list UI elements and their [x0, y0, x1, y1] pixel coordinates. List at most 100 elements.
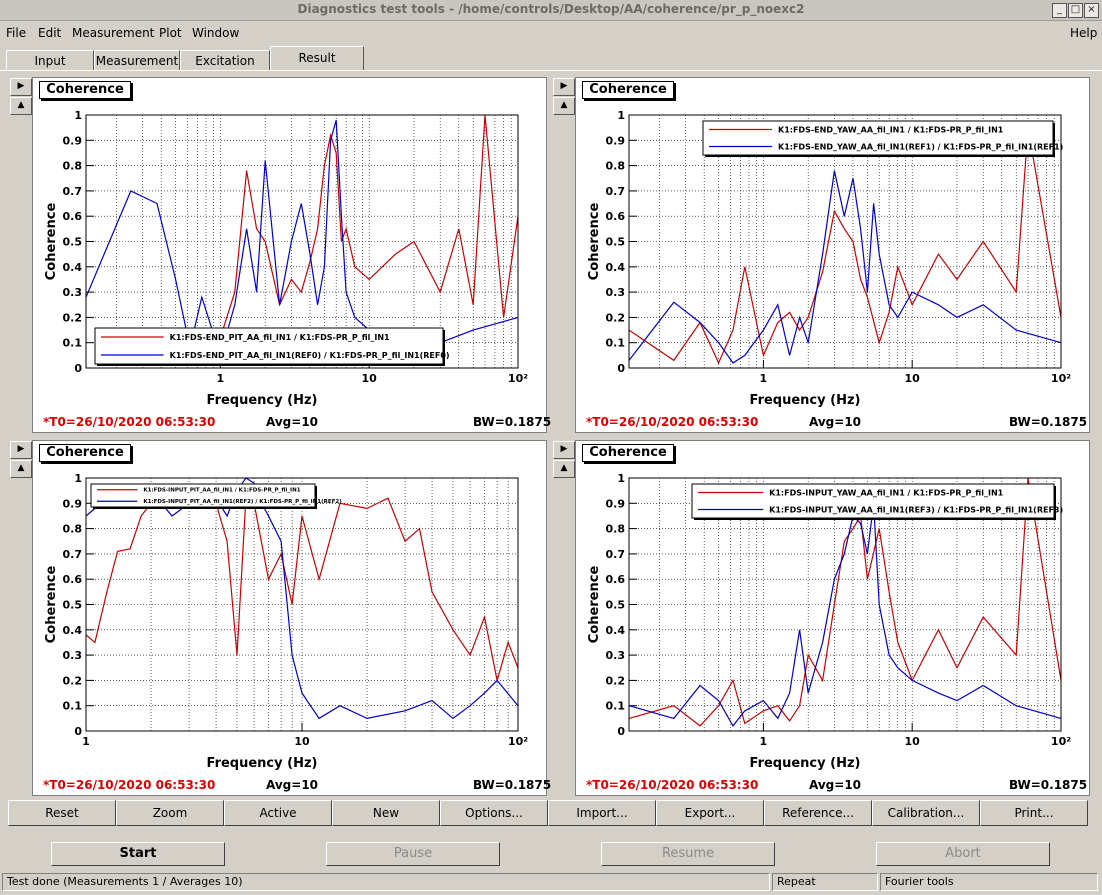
- y-tick-label: 1: [617, 109, 625, 122]
- y-tick-label: 1: [74, 109, 82, 122]
- title-bar: Diagnostics test tools - /home/controls/…: [0, 0, 1102, 21]
- y-tick-label: 0.3: [606, 649, 626, 662]
- y-tick-label: 0.3: [63, 286, 83, 299]
- x-tick-label: 10: [905, 372, 921, 385]
- legend-entry: K1:FDS-INPUT_PIT_AA_fil_IN1 / K1:FDS-PR_…: [143, 488, 300, 494]
- grid: [86, 115, 518, 368]
- tab-result[interactable]: Result: [270, 46, 364, 71]
- legend: K1:FDS-INPUT_YAW_AA_fil_IN1 / K1:FDS-PR_…: [691, 483, 1063, 520]
- legend-entry: K1:FDS-END_PIT_AA_fil_IN1 / K1:FDS-PR_P_…: [170, 333, 390, 342]
- y-axis-label: Coherence: [587, 203, 602, 281]
- new-button[interactable]: New: [332, 800, 440, 826]
- menu-edit[interactable]: Edit: [38, 26, 62, 40]
- y-tick-label: 0.8: [606, 160, 626, 173]
- x-axis-label: Frequency (Hz): [750, 756, 861, 771]
- zoom-button[interactable]: Zoom: [116, 800, 224, 826]
- start-button[interactable]: Start: [51, 842, 225, 866]
- grid: [86, 478, 518, 731]
- tab-divider: [0, 70, 1102, 71]
- y-tick-label: 0.9: [606, 497, 626, 510]
- print-button[interactable]: Print...: [980, 800, 1088, 826]
- y-tick-label: 0.5: [63, 599, 83, 612]
- y-axis-label: Coherence: [44, 203, 59, 281]
- active-button[interactable]: Active: [224, 800, 332, 826]
- panel2-right-button[interactable]: ▶: [553, 78, 575, 96]
- plot-panel-2[interactable]: 0 0.1 0.2 0.3 0.4 0.5 0.6 0.7 0.8 0.9 1 1 10 10² Frequ…: [575, 77, 1090, 433]
- plot-panel-4[interactable]: 0 0.1 0.2 0.3 0.4 0.5 0.6 0.7 0.8 0.9 1 1 10 10² Frequ…: [575, 440, 1090, 796]
- y-tick-label: 0.2: [63, 311, 83, 324]
- x-tick-label: 10: [294, 735, 310, 748]
- legend-entry: K1:FDS-END_PIT_AA_fil_IN1(REF0) / K1:FDS…: [170, 351, 450, 360]
- avg-label: Avg=10: [266, 415, 319, 429]
- y-tick-label: 0.1: [606, 700, 626, 713]
- grid: [629, 478, 1061, 731]
- panel3-up-button[interactable]: ▲: [10, 460, 32, 478]
- x-axis-label: Frequency (Hz): [207, 393, 318, 408]
- legend-entry: K1:FDS-INPUT_YAW_AA_fil_IN1(REF3) / K1:F…: [769, 505, 1063, 514]
- y-tick-label: 0.9: [63, 497, 83, 510]
- panel3-right-button[interactable]: ▶: [10, 441, 32, 459]
- bw-label: BW=0.1875: [1009, 778, 1088, 792]
- menu-measurement[interactable]: Measurement: [72, 26, 155, 40]
- legend: K1:FDS-INPUT_PIT_AA_fil_IN1 / K1:FDS-PR_…: [90, 483, 342, 509]
- reference-button[interactable]: Reference...: [764, 800, 872, 826]
- plot-panel-3[interactable]: 0 0.1 0.2 0.3 0.4 0.5 0.6 0.7 0.8 0.9 1 1 10 10² Frequ…: [32, 440, 551, 796]
- menu-help[interactable]: Help: [1070, 26, 1098, 40]
- panel1-right-button[interactable]: ▶: [10, 78, 32, 96]
- menu-plot[interactable]: Plot: [159, 26, 182, 40]
- import-button[interactable]: Import...: [548, 800, 656, 826]
- window-title: Diagnostics test tools - /home/controls/…: [297, 2, 805, 16]
- y-tick-label: 0.6: [606, 573, 626, 586]
- menu-window[interactable]: Window: [192, 26, 240, 40]
- reset-button[interactable]: Reset: [8, 800, 116, 826]
- coherence-chart-2[interactable]: 0 0.1 0.2 0.3 0.4 0.5 0.6 0.7 0.8 0.9 1 1 10 10² Frequ…: [576, 78, 1089, 432]
- resume-button[interactable]: Resume: [601, 842, 775, 866]
- y-tick-label: 1: [617, 472, 625, 485]
- y-tick-label: 0.1: [63, 700, 83, 713]
- t0-label: *T0=26/10/2020 06:53:30: [43, 778, 216, 792]
- options-button[interactable]: Options...: [440, 800, 548, 826]
- bw-label: BW=0.1875: [473, 415, 552, 429]
- avg-label: Avg=10: [809, 415, 862, 429]
- close-button[interactable]: ×: [1084, 3, 1099, 18]
- series-line: [628, 127, 1062, 365]
- series-line: [201, 114, 519, 356]
- tab-measurement[interactable]: Measurement: [94, 50, 180, 71]
- coherence-chart-1[interactable]: 0 0.1 0.2 0.3 0.4 0.5 0.6 0.7 0.8 0.9 1 1 10 10² Frequ…: [33, 78, 546, 432]
- panel4-right-button[interactable]: ▶: [553, 441, 575, 459]
- legend: K1:FDS-END_PIT_AA_fil_IN1 / K1:FDS-PR_P_…: [94, 327, 450, 366]
- x-axis-label: Frequency (Hz): [207, 756, 318, 771]
- series-line: [85, 119, 519, 358]
- maximize-button[interactable]: □: [1068, 3, 1083, 18]
- minimize-button[interactable]: _: [1052, 3, 1067, 18]
- y-tick-label: 0.4: [606, 261, 626, 274]
- coherence-chart-3[interactable]: 0 0.1 0.2 0.3 0.4 0.5 0.6 0.7 0.8 0.9 1 1 10 10² Frequ…: [33, 441, 546, 795]
- panel-title: Coherence: [582, 444, 674, 462]
- legend-entry: K1:FDS-INPUT_PIT_AA_fil_IN1(REF2) / K1:F…: [143, 499, 342, 505]
- y-tick-label: 0: [617, 362, 625, 375]
- coherence-chart-4[interactable]: 0 0.1 0.2 0.3 0.4 0.5 0.6 0.7 0.8 0.9 1 1 10 10² Frequ…: [576, 441, 1089, 795]
- y-tick-label: 0.9: [606, 134, 626, 147]
- abort-button[interactable]: Abort: [876, 842, 1050, 866]
- panel1-up-button[interactable]: ▲: [10, 97, 32, 115]
- y-tick-label: 0.8: [606, 523, 626, 536]
- x-tick-label: 10: [905, 735, 921, 748]
- y-tick-label: 0.1: [63, 337, 83, 350]
- pause-button[interactable]: Pause: [326, 842, 500, 866]
- export-button[interactable]: Export...: [656, 800, 764, 826]
- calibration-button[interactable]: Calibration...: [872, 800, 980, 826]
- t0-label: *T0=26/10/2020 06:53:30: [586, 415, 759, 429]
- menu-file[interactable]: File: [6, 26, 27, 40]
- status-tool: Fourier tools: [880, 873, 1098, 891]
- plot-panel-1[interactable]: 0 0.1 0.2 0.3 0.4 0.5 0.6 0.7 0.8 0.9 1 1 10 10² Frequ…: [32, 77, 551, 433]
- y-tick-label: 0.9: [63, 134, 83, 147]
- panel2-up-button[interactable]: ▲: [553, 97, 575, 115]
- legend-entry: K1:FDS-END_YAW_AA_fil_IN1 / K1:FDS-PR_P_…: [778, 125, 1004, 134]
- y-tick-label: 0.7: [63, 185, 83, 198]
- tab-excitation[interactable]: Excitation: [180, 50, 270, 71]
- tab-input[interactable]: Input: [6, 50, 94, 71]
- y-tick-label: 0: [617, 725, 625, 738]
- panel4-up-button[interactable]: ▲: [553, 460, 575, 478]
- series-line: [628, 170, 1062, 364]
- y-tick-label: 0.2: [606, 311, 626, 324]
